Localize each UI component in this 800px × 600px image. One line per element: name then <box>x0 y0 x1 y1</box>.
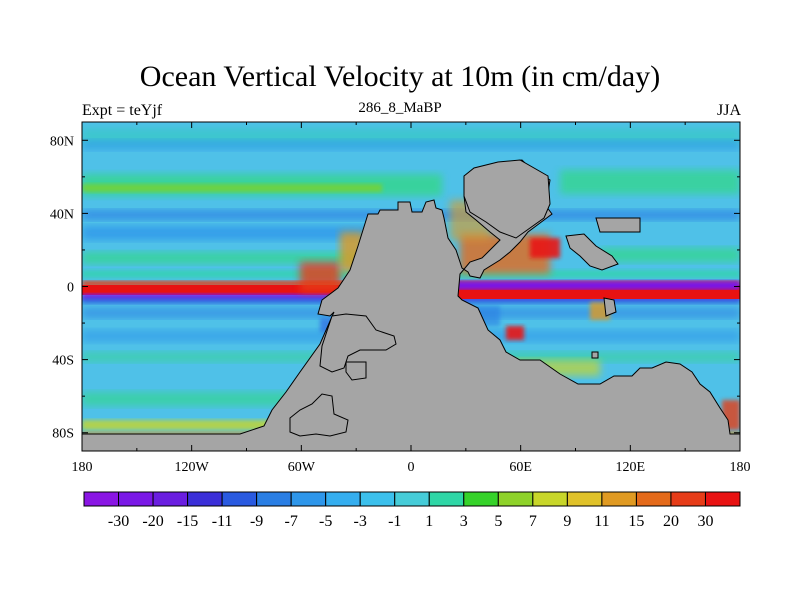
colorbar-swatch <box>325 491 361 507</box>
x-tick-label: 180 <box>72 460 93 475</box>
x-tick-label: 180 <box>730 460 751 475</box>
colorbar-label: -7 <box>284 513 297 530</box>
colorbar-swatch <box>118 491 154 507</box>
colorbar-swatch <box>187 491 223 507</box>
field-layer <box>82 122 740 451</box>
southwest-island <box>345 361 367 381</box>
colorbar-label: 9 <box>563 513 571 530</box>
y-tick-label: 0 <box>67 281 74 296</box>
axis-tick-labels: 180 120W 60W 0 60E 120E 180 80N 40N 0 40S 80S <box>50 134 751 475</box>
land-mask <box>82 159 740 451</box>
colorbar-swatch <box>290 491 327 507</box>
colorbar-labels: -30 -20 -15 -11 -9 -7 -5 -3 -1 1 3 5 7 9 11 15 20 30 <box>108 513 714 530</box>
colorbar-label: 3 <box>460 513 468 530</box>
x-tick-label: 0 <box>408 460 415 475</box>
colorbar-swatch <box>532 491 568 507</box>
colorbar-label: -30 <box>108 513 129 530</box>
x-tick-label: 60W <box>288 460 316 475</box>
eastern-island-mid <box>565 233 619 271</box>
x-tick-label: 60E <box>509 460 532 475</box>
colorbar-swatch <box>83 491 120 507</box>
southern-peninsula <box>289 393 349 437</box>
colorbar <box>83 491 741 507</box>
colorbar-swatch <box>256 491 292 507</box>
colorbar-swatch <box>704 491 741 507</box>
colorbar-label: 15 <box>628 513 644 530</box>
colorbar-label: -20 <box>142 513 163 530</box>
axis-ticks <box>81 122 741 451</box>
colorbar-swatch <box>635 491 672 507</box>
colorbar-label: 1 <box>425 513 433 530</box>
north-continent <box>463 159 551 239</box>
colorbar-label: 5 <box>494 513 502 530</box>
colorbar-swatch <box>566 491 603 507</box>
colorbar-swatch <box>428 491 465 507</box>
colorbar-label: -15 <box>177 513 198 530</box>
experiment-label: Expt = teYjf <box>82 102 163 119</box>
southeast-island <box>603 297 617 317</box>
colorbar-swatch <box>497 491 534 507</box>
eastern-island-north <box>595 217 641 233</box>
colorbar-label: -5 <box>319 513 332 530</box>
colorbar-swatch <box>152 491 189 507</box>
colorbar-swatch <box>394 491 430 507</box>
y-tick-label: 40S <box>52 354 74 369</box>
colorbar-label: 11 <box>594 513 609 530</box>
y-tick-label: 80N <box>50 134 74 149</box>
colorbar-label: -3 <box>354 513 367 530</box>
west-peninsula <box>319 313 397 373</box>
colorbar-swatch <box>670 491 706 507</box>
time-label: 286_8_MaBP <box>358 100 442 116</box>
y-tick-label: 40N <box>50 207 74 222</box>
colorbar-label: -1 <box>388 513 401 530</box>
season-label: JJA <box>716 102 741 119</box>
colorbar-swatch <box>463 491 499 507</box>
colorbar-label: 7 <box>529 513 537 530</box>
colorbar-label: -11 <box>212 513 233 530</box>
colorbar-label: 20 <box>663 513 679 530</box>
x-tick-label: 120E <box>616 460 646 475</box>
colorbar-swatch <box>359 491 396 507</box>
colorbar-swatch <box>601 491 637 507</box>
x-tick-label: 120W <box>175 460 210 475</box>
y-tick-label: 80S <box>52 427 74 442</box>
colorbar-swatch <box>221 491 258 507</box>
colorbar-label: 30 <box>697 513 713 530</box>
colorbar-label: -9 <box>250 513 263 530</box>
plot-title: Ocean Vertical Velocity at 10m (in cm/da… <box>139 60 661 93</box>
small-island <box>591 351 599 359</box>
